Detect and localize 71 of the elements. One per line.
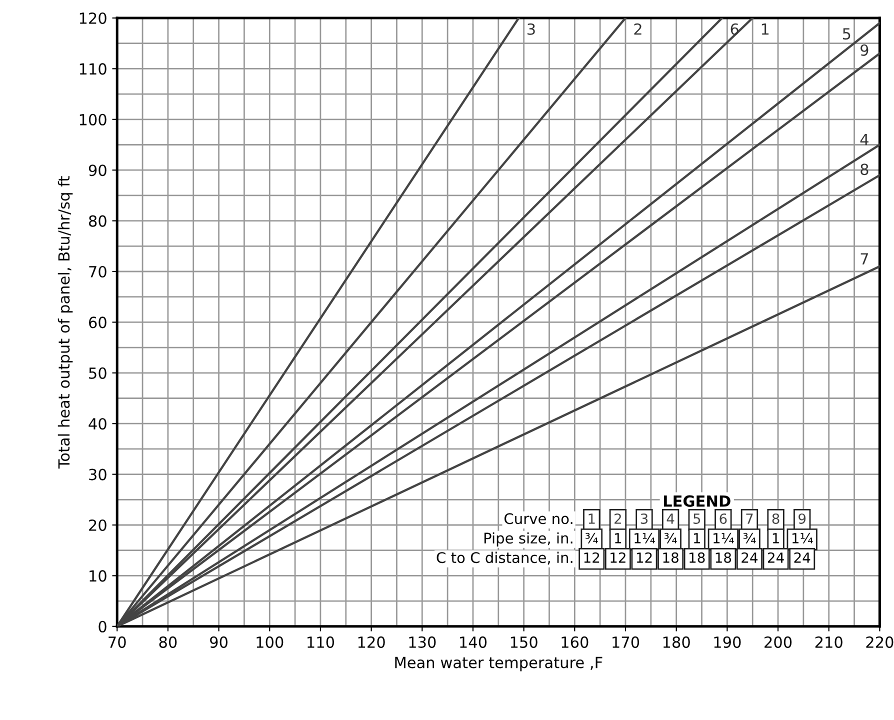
annotation: 12: [610, 552, 626, 563]
text: 6: [720, 513, 727, 524]
y-tick-label: 20: [89, 519, 106, 532]
text: 9: [798, 513, 806, 524]
y-tick-label: 80: [88, 215, 106, 227]
text: 2: [614, 513, 621, 524]
annotation: 1: [588, 514, 595, 524]
y-tick-label: 100: [80, 114, 106, 126]
annotation: 18: [663, 552, 678, 563]
x-tick-label: 190: [714, 636, 741, 648]
y-tick-label: 60: [89, 316, 106, 328]
annotation: LEGEND: [664, 495, 730, 507]
annotation: 12: [584, 552, 600, 563]
text: 8: [772, 513, 780, 524]
annotation: 18: [716, 552, 732, 563]
x-tick-label: 210: [815, 636, 842, 648]
annotation: ¾: [743, 532, 756, 544]
annotation: 24: [742, 552, 758, 563]
x-tick-label: 200: [764, 636, 792, 648]
x-tick-label: 110: [308, 636, 334, 648]
y-tick-label: 40: [88, 418, 106, 430]
annotation: ¾: [664, 532, 677, 544]
text: 5: [694, 514, 700, 524]
annotation: ¾: [586, 532, 598, 544]
x-tick-label: 80: [159, 636, 177, 648]
y-tick-label: 110: [80, 63, 106, 75]
text: 3: [640, 513, 648, 524]
y-tick-label: 90: [88, 164, 106, 176]
annotation: 1¼: [714, 532, 734, 544]
y-tick-label: 50: [89, 367, 106, 379]
annotation: Pipe size, in.: [484, 532, 572, 546]
y-axis-title: Total heat output of panel, Btu/hr/sq ft: [58, 176, 73, 469]
x-tick-label: 140: [460, 636, 487, 648]
series-label: 2: [634, 23, 642, 35]
annotation: Curve no.: [504, 513, 572, 524]
annotation: 24: [768, 552, 784, 563]
y-tick-label: 30: [89, 468, 106, 480]
x-tick-label: 130: [409, 636, 436, 648]
x-tick-label: 170: [612, 636, 640, 648]
x-axis-title: Mean water temperature ,F: [395, 656, 602, 672]
x-tick-label: 220: [866, 636, 894, 648]
y-tick-label: 0: [98, 620, 106, 632]
text: 4: [666, 514, 674, 524]
annotation: 1¼: [634, 532, 655, 544]
y-tick-label: 120: [80, 12, 106, 24]
series-label: 1: [762, 24, 769, 35]
x-tick-label: 180: [663, 636, 690, 648]
annotation: 1: [615, 533, 622, 544]
x-tick-label: 150: [510, 636, 538, 648]
x-tick-label: 160: [562, 636, 588, 648]
series-label: 7: [860, 253, 868, 264]
text: 7: [746, 514, 753, 524]
annotation: 12: [636, 552, 652, 563]
series-label: 8: [860, 164, 868, 176]
y-tick-label: 10: [90, 570, 106, 582]
annotation: 1: [694, 533, 700, 544]
x-tick-label: 70: [108, 636, 126, 648]
series-label: 9: [860, 44, 868, 56]
annotation: 1¼: [792, 532, 813, 544]
annotation: 18: [690, 552, 705, 563]
x-tick-label: 100: [256, 636, 284, 648]
annotation: C to C distance, in.: [436, 552, 572, 565]
series-label: 3: [528, 23, 535, 35]
series-label: 4: [860, 134, 868, 146]
x-tick-label: 90: [210, 636, 228, 648]
x-tick-label: 120: [358, 636, 385, 648]
annotation: 24: [794, 552, 810, 563]
series-label: 5: [842, 28, 850, 40]
y-tick-label: 70: [89, 266, 106, 278]
series-label: 6: [730, 23, 738, 35]
text: 1: [772, 533, 779, 544]
